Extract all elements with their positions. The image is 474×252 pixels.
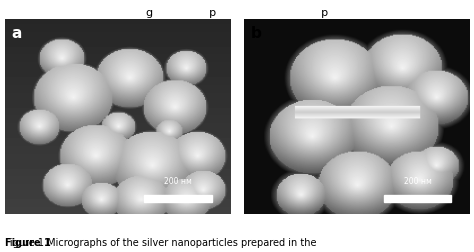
Bar [383,195,451,203]
Bar [144,195,212,203]
Text: Figure 1 Micrographs of the silver nanoparticles prepared in the: Figure 1 Micrographs of the silver nanop… [5,237,316,247]
Text: b: b [251,26,262,41]
Text: g                p                              p: g p p [146,8,328,18]
Text: a: a [11,26,22,41]
Text: 200 нм: 200 нм [403,176,431,185]
Text: 200 нм: 200 нм [164,176,192,185]
Text: Figure 1: Figure 1 [5,237,51,247]
